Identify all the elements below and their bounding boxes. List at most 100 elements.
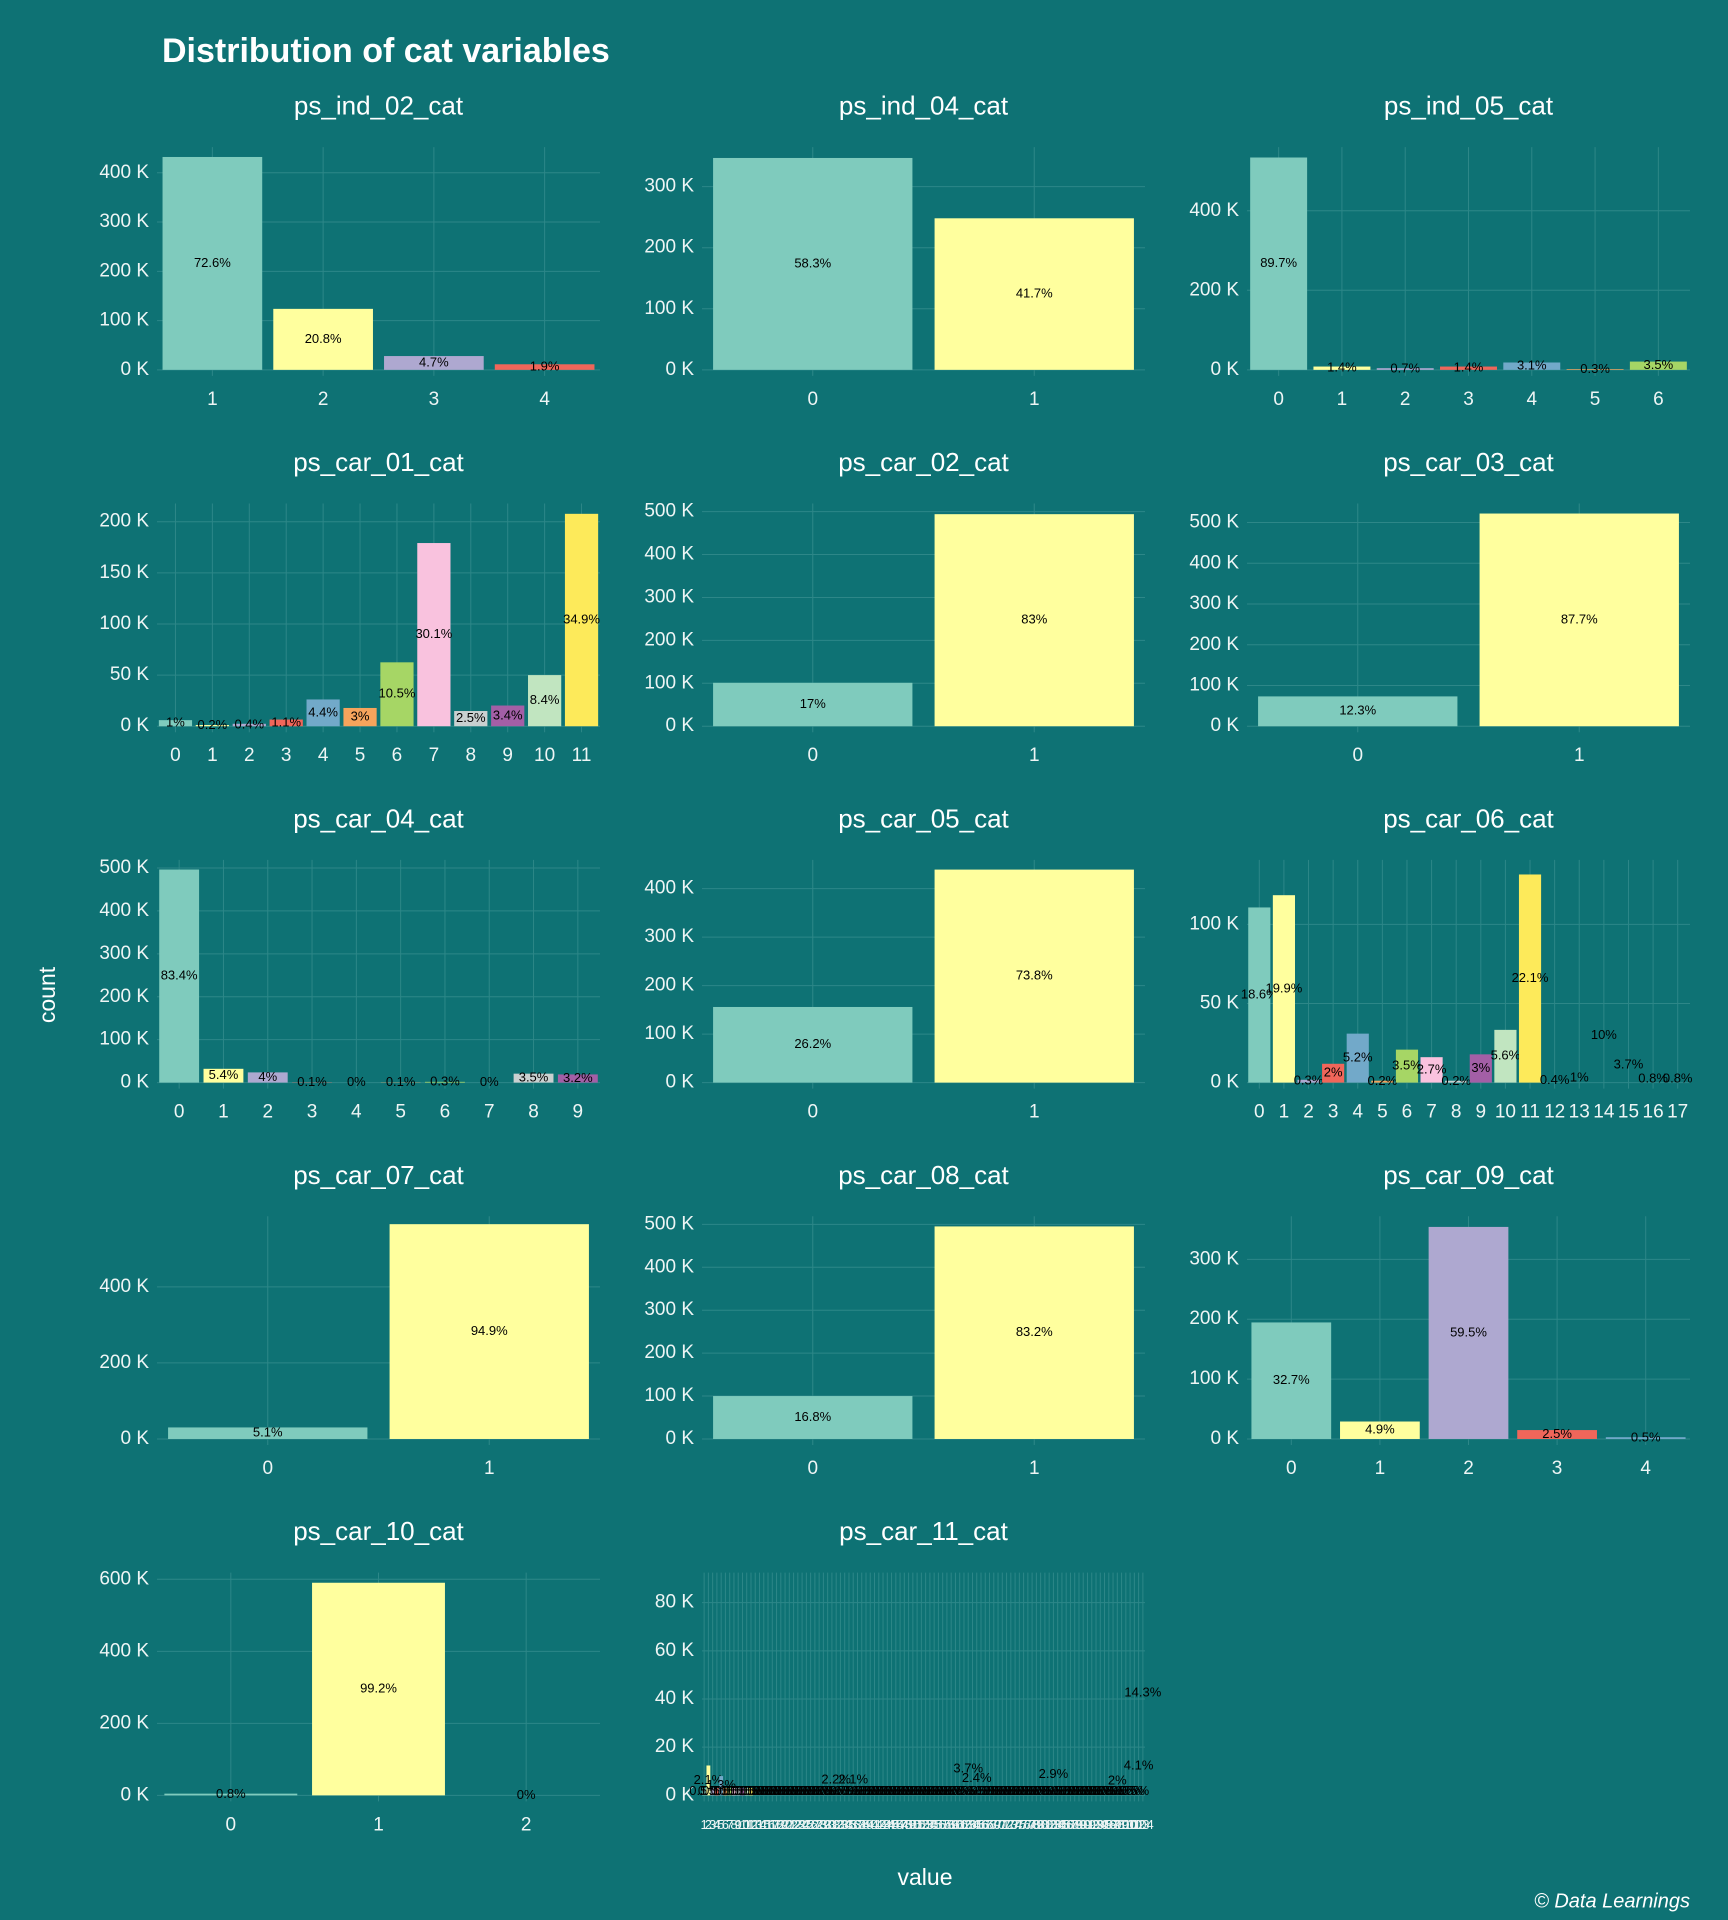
y-tick-label: 600 K <box>99 1568 149 1589</box>
x-tick-label: 0 <box>807 389 818 410</box>
bar <box>203 1068 244 1083</box>
x-tick-label: 0 <box>1254 1102 1265 1123</box>
panel-title: ps_car_01_cat <box>293 447 464 477</box>
bar-label: 3.7% <box>953 1760 983 1775</box>
x-tick-label: 0 <box>1273 389 1284 410</box>
panel-title: ps_ind_02_cat <box>294 91 464 121</box>
bar-label: 0.5% <box>1000 1783 1030 1798</box>
bar-label: 2.9% <box>1039 1766 1069 1781</box>
bar-label: 0.5% <box>740 1783 770 1798</box>
x-tick-label: 4 <box>1640 1458 1651 1479</box>
x-tick-label: 0 <box>807 1102 818 1123</box>
x-tick-label: 94 <box>1093 1817 1107 1832</box>
y-tick-label: 150 K <box>99 562 149 583</box>
x-tick-label: 72 <box>999 1817 1013 1832</box>
bar-label: 0% <box>517 1787 536 1802</box>
bar <box>247 1072 288 1083</box>
bar-label: 0.3% <box>1580 361 1610 376</box>
panel: ps_ind_05_cat 0 K 200 K 400 K 0 89.7% 1 1.4% 2 0.… <box>1189 91 1690 410</box>
bar-label: 0.5% <box>911 1783 941 1798</box>
bar-label: 0.5% <box>1056 1783 1086 1798</box>
bar <box>164 1793 298 1796</box>
y-tick-label: 20 K <box>655 1736 694 1757</box>
bar-label: 0.5% <box>915 1783 945 1798</box>
x-tick-label: 7 <box>484 1102 495 1123</box>
bar-label: 2.5% <box>1542 1426 1572 1441</box>
bar-label: 0.5% <box>987 1783 1017 1798</box>
bar-label: 0.5% <box>992 1783 1022 1798</box>
x-tick-label: 14 <box>752 1817 766 1832</box>
bar-label: 0.5% <box>1068 1783 1098 1798</box>
bar-label: 0.5% <box>958 1783 988 1798</box>
bar <box>744 1788 749 1796</box>
x-tick-label: 85 <box>1055 1817 1069 1832</box>
x-tick-label: 30 <box>820 1817 834 1832</box>
x-tick-label: 5 <box>718 1817 725 1832</box>
x-tick-label: 32 <box>829 1817 843 1832</box>
bar-label: 0.5% <box>796 1783 826 1798</box>
bar-label: 0.3% <box>430 1074 460 1089</box>
y-tick-label: 400 K <box>1189 552 1239 573</box>
y-tick-label: 300 K <box>99 211 149 232</box>
bar-label: 0.5% <box>919 1783 949 1798</box>
bar <box>1313 366 1371 370</box>
y-tick-label: 300 K <box>644 926 694 947</box>
y-tick-label: 0 K <box>120 715 149 736</box>
x-tick-label: 0 <box>807 745 818 766</box>
bar-label: 0.5% <box>945 1783 975 1798</box>
bar-label: 0.5% <box>932 1783 962 1798</box>
bar-label: 94.9% <box>471 1323 508 1338</box>
x-tick-label: 58 <box>940 1817 954 1832</box>
bar <box>713 157 913 370</box>
bar-label: 4.4% <box>308 704 338 719</box>
bar-label: 0.5% <box>872 1783 902 1798</box>
bar-label: 0.2% <box>1368 1073 1398 1088</box>
x-tick-label: 9 <box>1476 1102 1487 1123</box>
panel-title: ps_ind_05_cat <box>1384 91 1554 121</box>
bar-label: 2.1% <box>838 1772 868 1787</box>
y-tick-label: 200 K <box>99 1712 149 1733</box>
x-tick-label: 63 <box>961 1817 975 1832</box>
x-tick-label: 3 <box>1328 1102 1339 1123</box>
bar-label: 0.4% <box>1540 1072 1570 1087</box>
x-tick-label: 4 <box>1526 389 1537 410</box>
y-tick-label: 300 K <box>1189 593 1239 614</box>
bar-label: 2.5% <box>456 710 486 725</box>
y-tick-label: 100 K <box>644 1385 694 1406</box>
y-tick-label: 100 K <box>644 298 694 319</box>
bar-label: 0.5% <box>1111 1783 1141 1798</box>
bar-label: 0% <box>347 1074 366 1089</box>
y-tick-label: 500 K <box>644 501 694 522</box>
bar <box>710 1788 715 1796</box>
bar-label: 2.2% <box>821 1771 851 1786</box>
y-tick-label: 100 K <box>99 613 149 634</box>
y-tick-label: 40 K <box>655 1688 694 1709</box>
bar-label: 59.5% <box>1450 1324 1487 1339</box>
bar <box>719 1776 724 1796</box>
bar-label: 0% <box>480 1074 499 1089</box>
panel-title: ps_car_11_cat <box>839 1516 1008 1546</box>
x-tick-label: 1 <box>218 1102 229 1123</box>
bar <box>1248 907 1271 1083</box>
x-tick-label: 66 <box>974 1817 988 1832</box>
bar-label: 0.5% <box>907 1783 937 1798</box>
x-tick-label: 5 <box>1590 389 1601 410</box>
bar-label: 0.5% <box>936 1783 966 1798</box>
x-tick-label: 42 <box>872 1817 886 1832</box>
panel-title: ps_car_04_cat <box>293 803 464 833</box>
bar-label: 58.3% <box>794 255 831 270</box>
y-tick-label: 0 K <box>665 1784 694 1805</box>
bar <box>934 218 1134 370</box>
x-tick-label: 9 <box>735 1817 742 1832</box>
bar <box>706 1765 711 1796</box>
x-tick-label: 45 <box>884 1817 898 1832</box>
x-tick-label: 51 <box>910 1817 924 1832</box>
y-tick-label: 100 K <box>99 310 149 331</box>
x-tick-label: 9 <box>573 1102 584 1123</box>
y-tick-label: 100 K <box>99 1029 149 1050</box>
bar <box>168 1427 368 1439</box>
bar-label: 10% <box>1591 1027 1617 1042</box>
x-tick-label: 34 <box>837 1817 851 1832</box>
x-tick-label: 64 <box>965 1817 979 1832</box>
bar <box>1420 1057 1443 1083</box>
